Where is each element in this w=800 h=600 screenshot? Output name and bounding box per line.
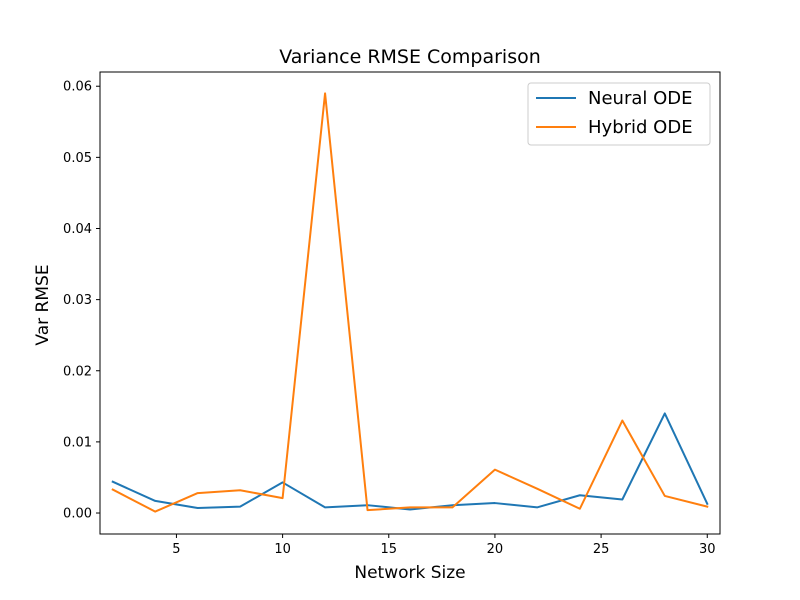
plot-frame [99, 71, 721, 535]
series-line-hybrid-ode [111, 92, 709, 513]
y-tick-label: 0.03 [63, 293, 92, 308]
legend: Neural ODE Hybrid ODE [527, 82, 711, 146]
x-tick-label: 10 [274, 542, 291, 557]
x-axis-label: Network Size [354, 563, 465, 583]
series-layer [111, 92, 709, 513]
y-tick-label: 0.02 [63, 364, 92, 379]
y-axis: 0.00 0.01 0.02 0.03 0.04 0.05 0.06 [63, 80, 100, 522]
chart-title: Variance RMSE Comparison [279, 46, 541, 68]
y-tick-label: 0.04 [63, 222, 92, 237]
series-line-neural-ode [111, 412, 709, 511]
legend-label: Hybrid ODE [588, 117, 693, 138]
y-tick-label: 0.01 [63, 435, 92, 450]
plot-area [99, 71, 721, 535]
legend-label: Neural ODE [588, 88, 693, 109]
x-tick-label: 5 [172, 542, 180, 557]
x-tick-label: 15 [380, 542, 397, 557]
y-tick-label: 0.05 [63, 151, 92, 166]
y-tick-label: 0.00 [63, 507, 92, 522]
x-axis: 5 10 15 20 25 30 [172, 534, 716, 557]
x-tick-label: 20 [487, 542, 504, 557]
x-tick-label: 30 [699, 542, 716, 557]
y-tick-label: 0.06 [63, 80, 92, 95]
y-axis-label: Var RMSE [33, 264, 53, 345]
x-tick-label: 25 [593, 542, 610, 557]
